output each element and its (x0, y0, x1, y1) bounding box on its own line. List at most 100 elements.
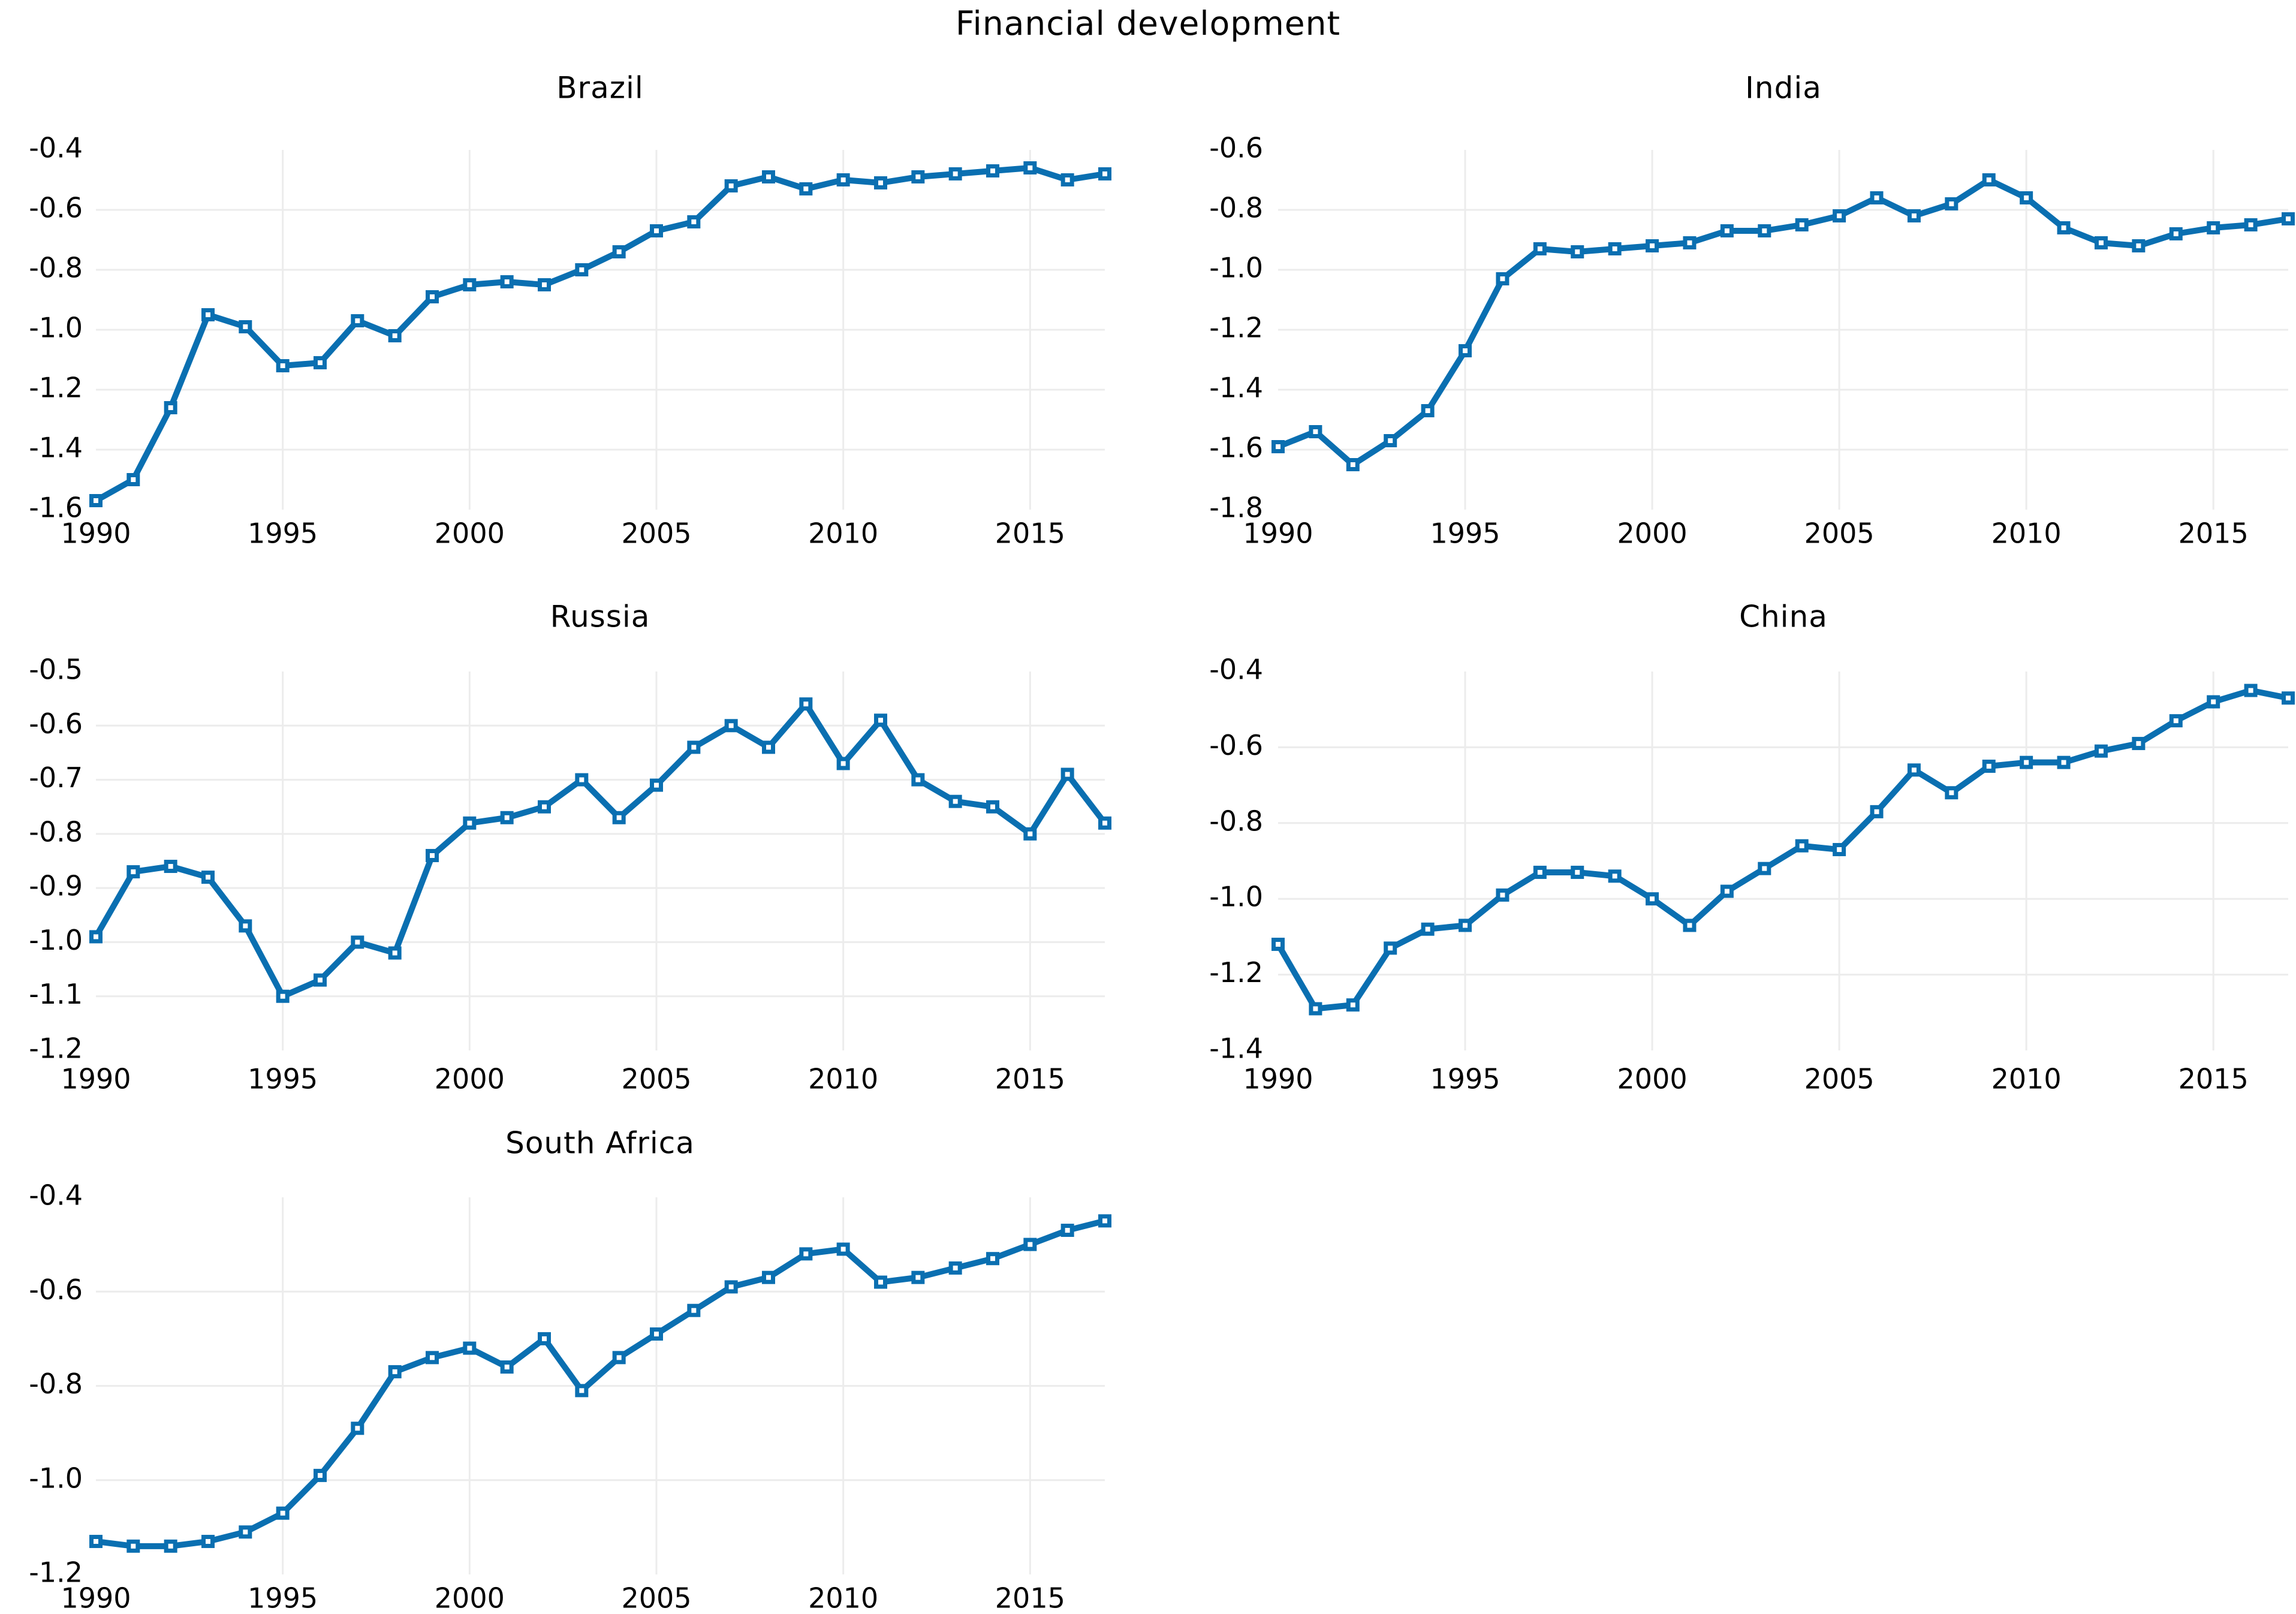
x-tick-label: 2000 (435, 1063, 505, 1095)
y-tick-label: -0.8 (29, 1368, 83, 1400)
data-point-marker (126, 1539, 140, 1553)
x-tick-label: 1995 (1430, 517, 1500, 550)
data-point-marker (687, 740, 701, 754)
data-point-marker (1421, 404, 1435, 417)
data-point-marker (1833, 843, 1846, 857)
data-point-marker (314, 973, 327, 987)
data-point-marker (1271, 938, 1285, 951)
data-point-marker (276, 359, 290, 372)
data-point-marker (1496, 888, 1509, 902)
data-point-marker (1384, 434, 1397, 447)
y-tick-label: -1.1 (29, 978, 83, 1010)
data-point-marker (762, 170, 775, 183)
data-point-marker (911, 773, 925, 787)
data-point-marker (2094, 744, 2108, 758)
data-point-marker (1720, 884, 1734, 898)
data-point-marker (1459, 919, 1472, 932)
data-point-marker (911, 170, 925, 183)
data-point-marker (164, 401, 177, 414)
data-point-marker (650, 1327, 663, 1341)
data-point-marker (314, 1468, 327, 1482)
data-point-marker (1023, 1237, 1037, 1251)
y-tick-label: -0.6 (29, 192, 83, 224)
line-series (1275, 687, 2291, 1012)
data-point-marker (575, 773, 589, 787)
data-point-marker (1795, 218, 1809, 231)
y-tick-label: -0.5 (29, 654, 83, 686)
data-point-marker (89, 1534, 103, 1548)
data-point-marker (1646, 892, 1659, 906)
data-point-marker (276, 989, 290, 1003)
y-tick-label: -1.0 (29, 924, 83, 956)
data-point-marker (1060, 1224, 1074, 1237)
data-point-marker (201, 1534, 215, 1548)
data-point-marker (239, 919, 252, 933)
data-point-marker (1720, 224, 1734, 237)
y-tick-label: -0.6 (1209, 132, 1263, 164)
y-tick-label: -0.6 (29, 1273, 83, 1306)
x-tick-label: 1990 (61, 1063, 131, 1095)
data-point-marker (1907, 763, 1921, 777)
y-tick-label: -0.4 (29, 1179, 83, 1212)
x-tick-label: 1990 (61, 1582, 131, 1614)
data-point-marker (612, 1351, 626, 1365)
data-point-marker (1060, 767, 1074, 781)
x-tick-label: 2000 (1617, 517, 1688, 550)
x-tick-label: 2010 (808, 1063, 878, 1095)
x-tick-label: 1995 (1430, 1063, 1500, 1095)
data-point-marker (1646, 239, 1659, 252)
data-point-marker (1098, 816, 1111, 830)
data-point-marker (1384, 941, 1397, 955)
data-point-marker (799, 182, 813, 195)
data-point-marker (575, 1384, 589, 1398)
y-tick-label: -1.2 (29, 372, 83, 404)
data-point-marker (538, 800, 551, 814)
data-point-marker (388, 1365, 402, 1378)
x-tick-label: 2010 (808, 1582, 878, 1614)
line-series (93, 165, 1108, 504)
data-point-marker (1907, 209, 1921, 222)
data-point-marker (762, 1270, 775, 1284)
data-point-marker (314, 356, 327, 369)
data-point-marker (2282, 691, 2295, 705)
data-point-marker (351, 314, 364, 327)
y-tick-label: -0.8 (29, 252, 83, 284)
data-point-marker (1098, 1214, 1111, 1228)
x-tick-label: 2010 (1991, 517, 2062, 550)
data-point-marker (2094, 236, 2108, 249)
data-point-marker (1608, 869, 1622, 883)
data-point-marker (1533, 242, 1547, 255)
data-point-marker (986, 800, 999, 814)
data-point-marker (1945, 197, 1958, 210)
data-point-marker (388, 946, 402, 960)
y-tick-label: -1.4 (29, 432, 83, 464)
data-point-marker (351, 1422, 364, 1435)
data-point-marker (948, 794, 962, 808)
data-point-marker (724, 179, 738, 192)
data-point-marker (1758, 862, 1771, 875)
x-tick-label: 2010 (808, 517, 878, 550)
y-tick-label: -0.6 (1209, 729, 1263, 761)
data-point-marker (2057, 221, 2071, 234)
x-tick-label: 2010 (1991, 1063, 2062, 1095)
data-point-marker (2057, 755, 2071, 769)
x-tick-label: 2005 (621, 1582, 691, 1614)
data-point-marker (2020, 191, 2033, 204)
data-point-marker (986, 1252, 999, 1266)
data-point-marker (463, 816, 477, 830)
y-tick-label: -1.0 (29, 312, 83, 344)
line-series (93, 1218, 1108, 1549)
y-tick-label: -0.9 (29, 870, 83, 902)
y-tick-label: -1.0 (1209, 252, 1263, 284)
data-point-marker (836, 1242, 850, 1256)
data-point-marker (874, 176, 887, 189)
data-point-marker (1309, 1002, 1322, 1016)
x-tick-label: 2005 (1804, 517, 1875, 550)
x-tick-label: 2000 (435, 517, 505, 550)
data-point-marker (1683, 919, 1697, 932)
